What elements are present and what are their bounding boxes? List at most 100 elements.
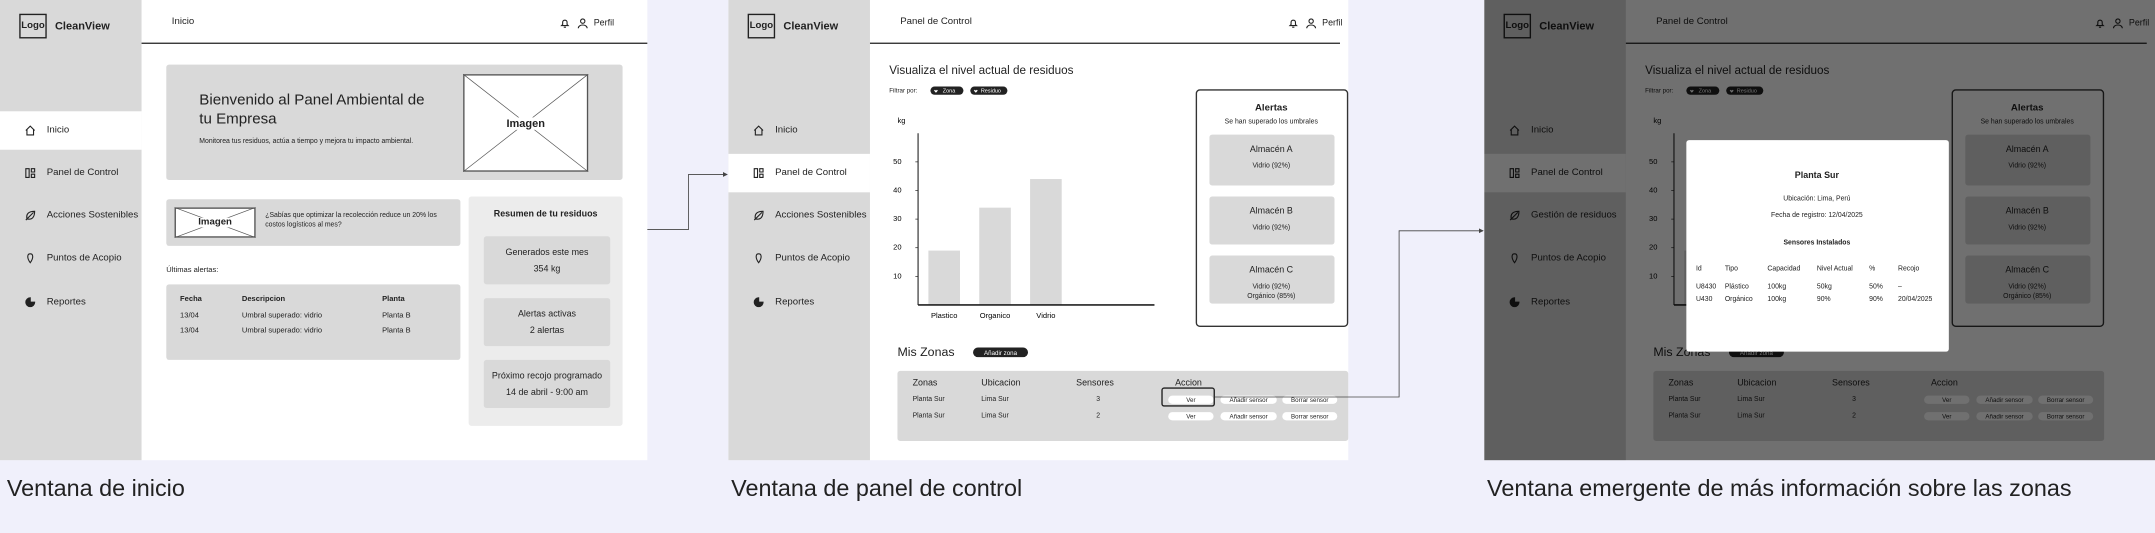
action-button[interactable] <box>1282 395 1338 404</box>
modal-cell: 20/04/2025 <box>1897 295 1933 304</box>
menu-item[interactable]: Puntos de Acopio <box>775 253 851 264</box>
summary-card <box>483 298 611 347</box>
modal-subtitle: Sensores Instalados <box>1783 239 1851 248</box>
icon-bell <box>560 19 570 28</box>
page-title: Inicio <box>171 17 195 27</box>
image-label: Imagen <box>196 217 234 228</box>
filter-text[interactable]: Residuo <box>980 87 1002 95</box>
menu-selected <box>728 153 870 193</box>
alert-name: Almacén A <box>1249 144 1293 155</box>
icon-shape <box>753 297 764 308</box>
icon-shape <box>753 168 764 179</box>
alert-card <box>1209 196 1335 245</box>
header-divider <box>141 42 648 44</box>
menu-selected <box>0 111 142 150</box>
filter-chip[interactable] <box>930 86 964 95</box>
icon-pin <box>27 253 34 264</box>
icon-shape <box>753 125 764 136</box>
y-tick-label: 50 <box>893 157 901 166</box>
icon-shape <box>27 253 34 264</box>
modal-title: Planta Sur <box>1794 171 1840 181</box>
y-tick-label: 40 <box>893 185 901 194</box>
icon-shape <box>25 125 36 136</box>
action-text[interactable]: Ver <box>1186 412 1196 420</box>
table-cell: Planta B <box>382 311 411 321</box>
menu-item[interactable]: Reportes <box>46 297 86 308</box>
section-title: Visualiza el nivel actual de residuos <box>889 63 1074 77</box>
caption: Ventana emergente de más información sob… <box>1487 475 2072 502</box>
logo: Logo <box>749 21 774 31</box>
modal-header: % <box>1869 265 1876 274</box>
icon-leaf <box>25 210 36 221</box>
action-text[interactable]: Ver <box>1186 396 1196 404</box>
modal-cell: 90% <box>1816 295 1831 304</box>
zone-name: Planta Sur <box>912 395 945 404</box>
add-zone-button[interactable] <box>973 347 1029 358</box>
filter-chip[interactable] <box>970 86 1008 95</box>
menu-item[interactable]: Acciones Sostenibles <box>775 210 867 221</box>
sidebar <box>0 0 142 461</box>
logo-box <box>19 13 47 39</box>
icon-shape <box>25 297 36 308</box>
action-text[interactable]: Borrar sensor <box>1291 396 1329 404</box>
brand: CleanView <box>54 19 110 33</box>
profile[interactable]: Perfil <box>593 18 615 29</box>
action-text[interactable]: Borrar sensor <box>1291 412 1329 420</box>
action-button[interactable] <box>1282 412 1338 421</box>
icon-shape <box>560 19 570 28</box>
action-button[interactable] <box>1168 395 1214 404</box>
icon-shape <box>25 168 36 179</box>
modal-header: Nivel Actual <box>1816 265 1853 274</box>
card-label: Generados este mes <box>505 247 589 258</box>
zones-header: Zonas <box>912 378 938 389</box>
modal-cell: U8430 <box>1695 282 1717 292</box>
card-value: 354 kg <box>533 264 561 275</box>
caption: Ventana de inicio <box>6 475 185 502</box>
table-cell: Umbral superado: vidrio <box>241 311 323 321</box>
menu-item[interactable]: Panel de Control <box>46 168 119 178</box>
tip-text: ¿Sabías que optimizar la recolección red… <box>265 211 437 230</box>
icon-pie <box>25 297 36 308</box>
add-zone-text[interactable]: Añadir zona <box>984 348 1018 356</box>
menu-item[interactable]: Reportes <box>775 297 815 308</box>
menu-item[interactable]: Acciones Sostenibles <box>46 210 139 221</box>
highlight <box>1161 387 1215 407</box>
action-button[interactable] <box>1220 412 1277 421</box>
filter-label: Filtrar por: <box>889 87 918 95</box>
table-header: Descripcion <box>241 295 286 304</box>
alerts-table <box>166 284 461 360</box>
menu-item[interactable]: Panel de Control <box>775 168 847 178</box>
banner-title: Bienvenido al Panel Ambiental de tu Empr… <box>199 92 425 128</box>
logo: Logo <box>21 21 45 31</box>
alert-name: Almacén C <box>1249 265 1294 276</box>
x-tick-label: Vidrio <box>1036 311 1055 320</box>
icon-user <box>577 18 588 29</box>
menu-item[interactable]: Inicio <box>775 125 798 136</box>
table-cell: 13/04 <box>180 326 199 336</box>
zones-title: Mis Zonas <box>897 344 955 359</box>
image-label: Imagen <box>505 116 547 130</box>
profile[interactable]: Perfil <box>1322 18 1343 29</box>
action-text[interactable]: Añadir sensor <box>1229 396 1268 404</box>
modal-cell: 100kg <box>1767 295 1787 304</box>
action-button[interactable] <box>1168 412 1214 421</box>
filter-text[interactable]: Zona <box>942 87 956 95</box>
zones-header: Accion <box>1175 378 1202 389</box>
banner-text: Monitorea tus residuos, actúa a tiempo y… <box>199 137 414 146</box>
action-text[interactable]: Añadir sensor <box>1229 412 1268 420</box>
menu-item[interactable]: Inicio <box>46 125 70 136</box>
modal-location: Ubicación: Lima, Perú <box>1783 195 1851 204</box>
sidebar <box>728 0 870 461</box>
icon-house <box>25 125 36 136</box>
icon-shape <box>25 210 36 221</box>
table-cell: 13/04 <box>180 311 199 321</box>
modal-cell: 90% <box>1869 295 1883 304</box>
action-button[interactable] <box>1220 395 1277 404</box>
icon-pin <box>755 253 762 264</box>
menu-item[interactable]: Puntos de Acopio <box>46 253 122 264</box>
modal <box>1686 140 1949 352</box>
icon-shape <box>1288 19 1298 28</box>
modal-cell: 50kg <box>1816 282 1832 292</box>
alerts-title: Alertas <box>1254 103 1288 114</box>
